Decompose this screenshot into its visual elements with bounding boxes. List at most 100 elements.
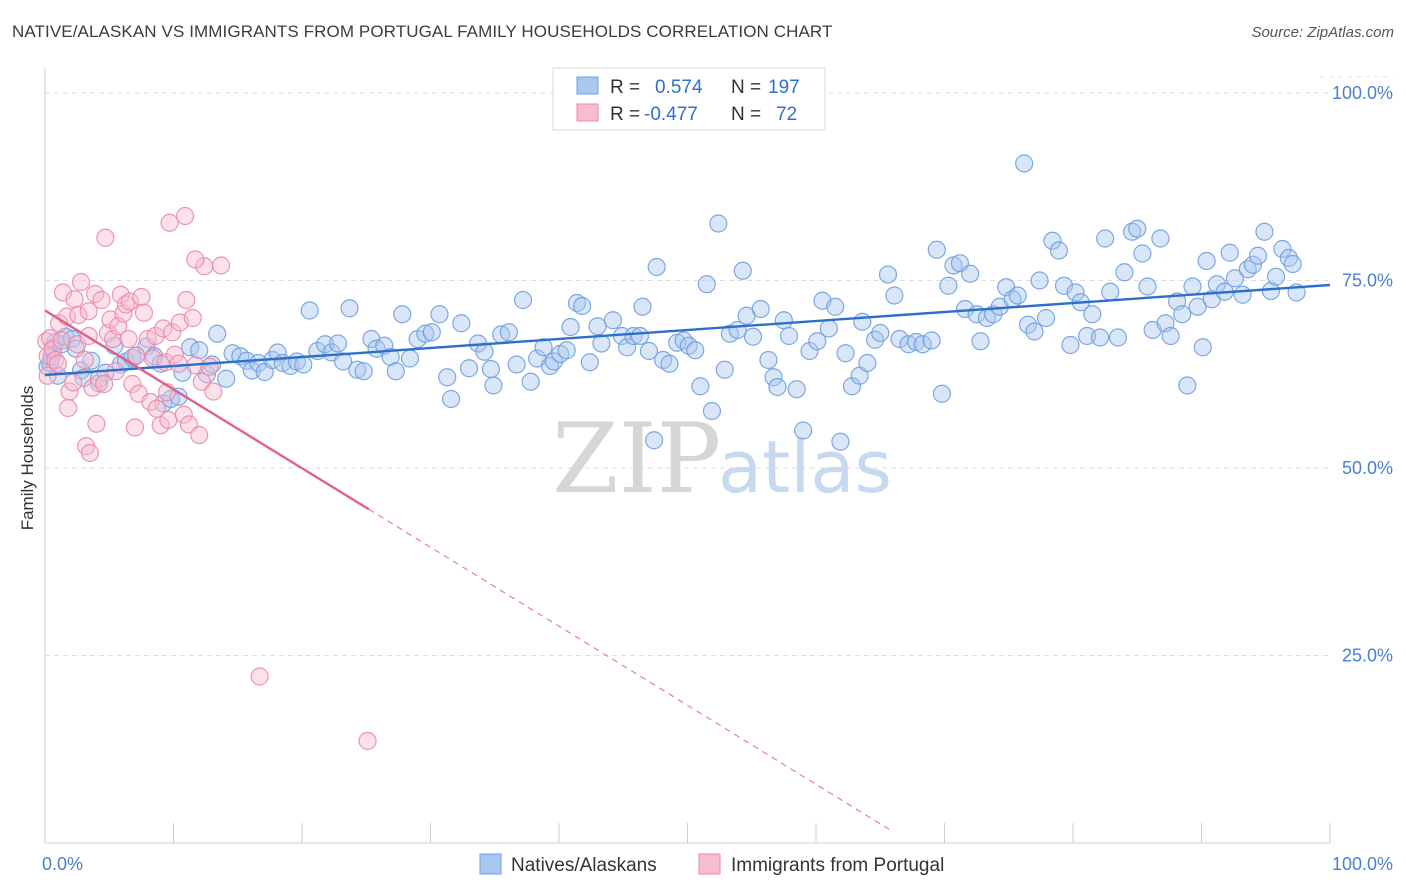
point-portugal [59,398,78,418]
point-natives [647,257,666,277]
point-natives [1025,322,1044,341]
legend-label-portugal: Immigrants from Portugal [731,855,944,876]
data-points [37,154,1306,751]
point-portugal [134,303,154,322]
point-portugal [192,372,211,391]
point-natives [294,355,313,374]
point-natives [1151,229,1170,248]
point-natives [1255,222,1274,241]
point-portugal [154,319,173,338]
point-natives [939,276,958,295]
point-natives [1197,251,1216,271]
point-natives [768,377,787,397]
point-natives [208,324,227,343]
point-portugal [69,305,88,325]
point-natives [1018,315,1038,334]
point-portugal [177,290,196,310]
point-portugal [79,302,98,321]
point-natives [393,305,412,324]
trend-line-portugal [44,309,370,511]
point-natives [858,353,877,373]
point-natives [1248,246,1268,265]
stats-swatch-portugal [576,103,599,122]
legend-swatch-portugal [698,853,721,875]
point-portugal [200,357,219,376]
point-natives [885,286,904,305]
point-natives [779,326,799,346]
point-portugal [60,382,79,401]
point-natives [1178,376,1197,395]
point-natives [1138,277,1157,296]
trend-lines [44,283,1331,833]
point-natives [764,368,783,387]
point-portugal [211,256,231,275]
point-portugal [165,345,184,364]
point-portugal [48,354,67,373]
x-tick-label: 100.0% [1332,854,1393,874]
legend-label-natives: Natives/Alaskans [511,855,657,876]
point-natives [1128,219,1147,238]
point-natives [1220,243,1239,262]
point-natives [328,334,348,353]
point-natives [481,359,500,379]
point-natives [630,326,650,346]
point-portugal [183,308,202,328]
point-natives [459,359,479,378]
point-portugal [64,373,83,392]
point-natives [430,305,449,324]
point-natives [715,360,734,379]
point-natives [794,421,813,440]
point-natives [1161,326,1180,346]
point-natives [1273,239,1292,259]
y-tick-label: 25.0% [1342,646,1393,666]
stats-r-value-natives: 0.574 [655,77,703,98]
source-credit: Source: ZipAtlas.com [1251,24,1394,41]
point-portugal [123,374,142,394]
point-portugal [119,329,138,349]
stats-n-value-portugal: 72 [776,104,797,125]
point-natives [639,341,659,361]
point-portugal [120,292,139,311]
point-natives [567,293,587,313]
point-portugal [186,250,205,269]
point-natives [808,332,827,351]
y-tick-label: 50.0% [1342,458,1393,478]
point-natives [1008,286,1027,305]
watermark-zip: ZIP [552,403,721,515]
point-natives [1266,267,1286,286]
point-natives [878,265,898,284]
point-natives [580,353,599,372]
point-natives [971,332,990,351]
point-natives [743,327,763,346]
point-portugal [141,392,160,412]
point-natives [1243,255,1263,274]
point-natives [633,297,652,316]
point-natives [1261,281,1280,301]
point-natives [268,343,287,362]
point-natives [348,360,367,379]
point-portugal [190,425,209,445]
point-natives [774,311,793,330]
point-portugal [75,350,94,370]
point-portugal [41,329,60,348]
point-portugal [125,418,145,437]
legend-swatch-natives [479,853,502,875]
point-natives [702,401,722,421]
point-natives [831,432,850,451]
point-natives [1083,305,1102,324]
point-portugal [71,272,91,292]
point-natives [521,372,540,391]
point-natives [507,355,526,374]
point-natives [484,376,503,395]
point-natives [1115,263,1134,282]
point-natives [1061,335,1080,355]
point-natives [534,338,553,357]
point-portugal [204,382,223,401]
point-portugal [160,213,179,232]
point-natives [573,296,592,316]
point-portugal [65,290,84,309]
point-natives [1030,271,1049,290]
point-natives [1173,305,1192,324]
trend-line-portugal-extension [368,508,894,833]
x-tick-labels: 0.0% 100.0% [42,854,1393,874]
